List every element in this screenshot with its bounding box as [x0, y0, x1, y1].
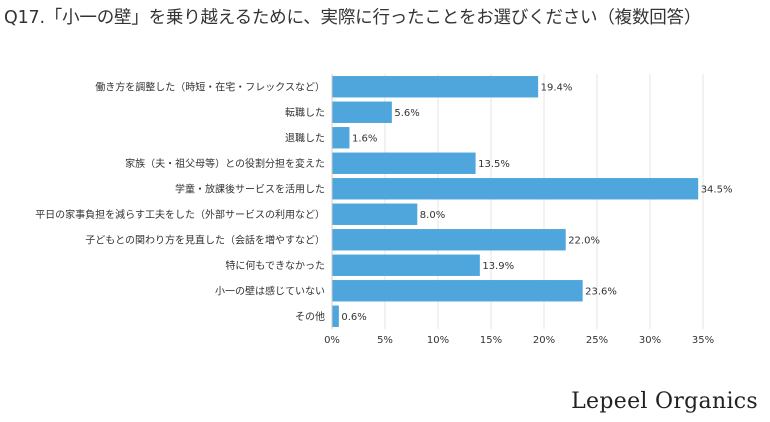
data-label: 13.5% [478, 159, 510, 170]
bar [332, 76, 539, 98]
category-label: 平日の家事負担を減らす工夫をした（外部サービスの利用など） [35, 208, 325, 221]
category-label: 退職した [285, 132, 325, 144]
bar [332, 305, 339, 327]
data-label: 19.4% [541, 82, 573, 93]
x-tick-label: 15% [480, 335, 502, 346]
x-tick-label: 10% [427, 335, 449, 346]
data-label: 34.5% [701, 184, 733, 195]
bar [332, 203, 418, 225]
category-label: 家族（夫・祖父母等）との役割分担を変えた [125, 157, 325, 170]
x-tick-label: 0% [324, 335, 340, 346]
data-label: 5.6% [394, 108, 419, 119]
bar [332, 280, 583, 302]
x-tick-label: 25% [586, 335, 608, 346]
bar [332, 101, 392, 123]
bar [332, 127, 350, 149]
data-label: 0.6% [341, 312, 366, 323]
data-label: 23.6% [585, 286, 617, 297]
data-label: 13.9% [482, 261, 514, 272]
x-tick-label: 35% [692, 335, 714, 346]
category-label: 働き方を調整した（時短・在宅・フレックスなど） [95, 80, 325, 93]
bar [332, 254, 480, 276]
category-label: 小一の壁は感じていない [215, 284, 325, 297]
bar [332, 229, 566, 251]
category-label: 子どもとの関わり方を見直した（会話を増やすなど） [85, 233, 325, 246]
category-label: 転職した [285, 107, 325, 119]
category-label: 学童・放課後サービスを活用した [175, 182, 325, 195]
x-tick-label: 30% [639, 335, 661, 346]
x-tick-label: 5% [377, 335, 393, 346]
brand-logo-text: Lepeel Organics [571, 389, 758, 414]
bar [332, 178, 699, 200]
data-label: 22.0% [568, 235, 600, 246]
data-label: 8.0% [420, 210, 445, 221]
chart-title: Q17.「小一の壁」を乗り越えるために、実際に行ったことをお選びください（複数回… [4, 8, 702, 28]
category-label: 特に何もできなかった [225, 259, 325, 272]
x-tick-label: 20% [533, 335, 555, 346]
category-label: その他 [295, 310, 325, 323]
bar [332, 152, 476, 174]
data-label: 1.6% [352, 133, 377, 144]
